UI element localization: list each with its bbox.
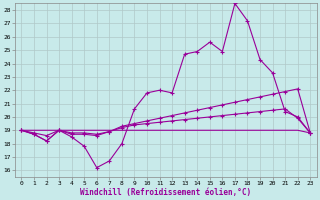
X-axis label: Windchill (Refroidissement éolien,°C): Windchill (Refroidissement éolien,°C) <box>80 188 252 197</box>
